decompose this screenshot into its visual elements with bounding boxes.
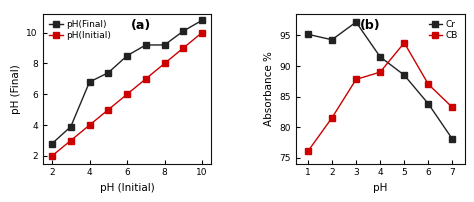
Cr [377,56,383,58]
Line: Cr: Cr [305,19,455,142]
Line: CB: CB [305,40,455,154]
X-axis label: pH (Initial): pH (Initial) [100,183,155,193]
Cr [401,74,407,76]
pH(Initial) [124,93,130,96]
pH(Final) [49,142,55,145]
Legend: Cr, CB: Cr, CB [427,19,460,42]
CB [377,71,383,73]
Y-axis label: pH (Final): pH (Final) [11,64,21,114]
pH(Final) [87,81,92,83]
pH(Final) [199,19,205,22]
CB [329,117,335,119]
pH(Final) [68,125,73,128]
Line: pH(Initial): pH(Initial) [49,30,205,159]
pH(Final) [124,55,130,57]
pH(Initial) [199,32,205,34]
pH(Final) [105,72,111,74]
pH(Final) [162,44,167,46]
Text: (b): (b) [360,19,381,32]
Cr [329,39,335,41]
Line: pH(Final): pH(Final) [49,18,205,146]
CB [426,83,431,85]
pH(Initial) [162,62,167,65]
Cr [353,21,359,23]
X-axis label: pH: pH [373,183,387,193]
Cr [305,33,310,36]
CB [401,42,407,44]
pH(Final) [181,30,186,32]
pH(Initial) [143,78,149,80]
Text: (a): (a) [130,19,151,32]
CB [305,150,310,153]
Cr [450,138,456,140]
pH(Initial) [49,155,55,157]
CB [450,106,456,109]
CB [353,78,359,81]
pH(Initial) [181,47,186,49]
Legend: pH(Final), pH(Initial): pH(Final), pH(Initial) [47,19,113,42]
pH(Initial) [87,124,92,126]
pH(Initial) [68,139,73,142]
pH(Initial) [105,108,111,111]
Y-axis label: Absorbance %: Absorbance % [264,52,274,126]
Cr [426,103,431,105]
pH(Final) [143,44,149,46]
